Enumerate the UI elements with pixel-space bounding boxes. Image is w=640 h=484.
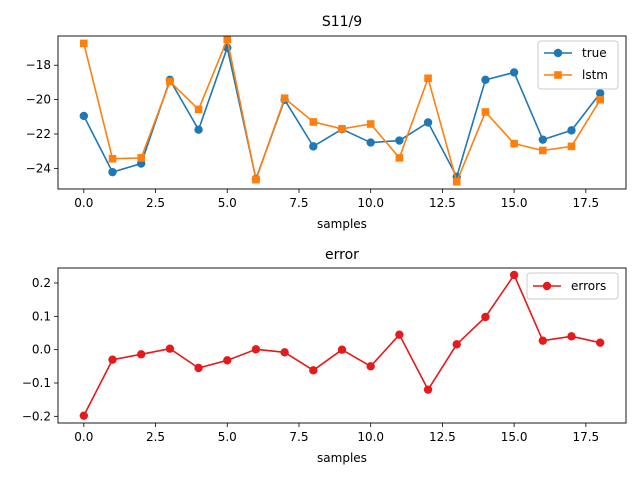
data-point-errors	[108, 355, 117, 364]
x-tick-label: 17.5	[572, 430, 599, 444]
data-point-errors	[366, 362, 375, 371]
data-point-lstm	[252, 175, 260, 184]
data-point-lstm	[309, 118, 318, 126]
data-point-true	[481, 75, 490, 85]
bottom-plot-legend: errors	[526, 272, 619, 300]
data-point-errors	[79, 411, 89, 420]
y-tick-label: −24	[26, 161, 51, 175]
legend-marker-lstm	[554, 71, 562, 79]
legend-label-errors: errors	[571, 279, 606, 293]
data-point-true	[538, 135, 548, 144]
data-point-errors	[309, 366, 318, 375]
top-plot-xlabel: samples	[317, 217, 367, 231]
data-point-true	[595, 89, 605, 98]
data-point-lstm	[481, 108, 490, 116]
x-tick-label: 7.5	[289, 430, 308, 444]
top-plot: S11/9 0.0 2.5 5.0 7.5 10.0 12.5 15.0 17.5 −18 −20…	[26, 14, 627, 231]
bottom-plot-marks	[79, 270, 605, 420]
data-point-errors	[223, 356, 232, 365]
y-tick-label: −0.1	[22, 376, 51, 390]
y-tick-label: 0.1	[32, 309, 51, 323]
data-point-lstm	[395, 154, 404, 162]
data-point-lstm	[223, 35, 232, 44]
data-point-true	[79, 111, 89, 121]
bottom-plot-frame	[57, 267, 627, 424]
data-point-lstm	[280, 94, 289, 103]
data-point-errors	[194, 363, 203, 373]
x-tick-label: 10.0	[357, 430, 384, 444]
data-point-errors	[395, 330, 404, 339]
legend-label-true: true	[582, 46, 607, 60]
x-tick-label: 10.0	[357, 196, 384, 210]
legend-marker-true	[553, 48, 563, 58]
top-plot-legend: true lstm	[537, 40, 619, 90]
data-point-true	[509, 68, 519, 77]
legend-box	[526, 272, 619, 300]
y-tick-label: −0.2	[22, 409, 51, 423]
y-tick-label: 0.2	[32, 276, 51, 290]
x-tick-label: 7.5	[289, 196, 308, 210]
data-point-errors	[280, 348, 289, 357]
x-tick-label: 5.0	[218, 196, 237, 210]
data-point-lstm	[108, 154, 117, 163]
x-tick-label: 12.5	[429, 430, 456, 444]
data-point-errors	[423, 385, 433, 394]
data-point-lstm	[194, 105, 203, 114]
x-tick-label: 15.0	[501, 430, 528, 444]
y-tick-label: −20	[26, 93, 51, 107]
x-tick-label: 12.5	[429, 196, 456, 210]
top-plot-ticks: 0.0 2.5 5.0 7.5 10.0 12.5 15.0 17.5 −18 −20 −22 −24	[26, 58, 600, 210]
bottom-plot-ticks: 0.0 2.5 5.0 7.5 10.0 12.5 15.0 17.5 0.2 0.1 0.0 −0.…	[22, 276, 599, 444]
data-point-errors	[595, 338, 605, 347]
data-point-lstm	[510, 139, 518, 148]
data-point-true	[395, 136, 404, 145]
legend-marker-errors	[542, 281, 552, 291]
data-point-lstm	[137, 154, 145, 162]
data-point-lstm	[166, 77, 174, 86]
y-tick-label: −18	[26, 58, 51, 72]
data-point-true	[108, 167, 117, 177]
data-point-lstm	[596, 95, 604, 104]
data-point-errors	[538, 336, 548, 345]
top-plot-title: S11/9	[322, 14, 362, 30]
legend-label-lstm: lstm	[582, 68, 608, 82]
x-tick-label: 2.5	[146, 430, 165, 444]
data-point-errors	[509, 270, 519, 280]
data-point-errors	[251, 345, 261, 354]
data-point-true	[366, 138, 375, 147]
x-tick-label: 15.0	[501, 196, 528, 210]
data-point-lstm	[424, 74, 432, 83]
data-point-lstm	[338, 125, 346, 133]
data-point-errors	[481, 312, 490, 322]
x-tick-label: 0.0	[74, 196, 93, 210]
data-point-errors	[136, 350, 146, 359]
top-plot-frame	[57, 35, 627, 190]
bottom-plot: error 0.0 2.5 5.0 7.5 10.0 12.5 15.0 17.5 0.2 0.1…	[22, 247, 627, 465]
x-tick-label: 0.0	[74, 430, 93, 444]
bottom-plot-title: error	[325, 247, 359, 263]
data-point-lstm	[366, 120, 375, 128]
data-point-true	[567, 126, 576, 135]
data-point-lstm	[567, 142, 576, 151]
y-tick-label: −22	[26, 127, 51, 141]
data-point-lstm	[80, 39, 88, 48]
x-tick-label: 5.0	[218, 430, 237, 444]
bottom-plot-xlabel: samples	[317, 451, 367, 465]
top-plot-marks	[79, 35, 605, 186]
y-tick-label: 0.0	[32, 343, 51, 357]
data-point-true	[194, 125, 203, 134]
data-point-lstm	[452, 177, 461, 186]
x-tick-label: 17.5	[572, 196, 599, 210]
data-point-errors	[337, 345, 347, 354]
data-point-lstm	[539, 146, 547, 155]
data-point-errors	[567, 332, 576, 341]
data-point-true	[309, 142, 318, 151]
data-point-errors	[165, 344, 175, 353]
data-point-true	[423, 118, 433, 127]
x-tick-label: 2.5	[146, 196, 165, 210]
data-point-errors	[452, 340, 461, 349]
